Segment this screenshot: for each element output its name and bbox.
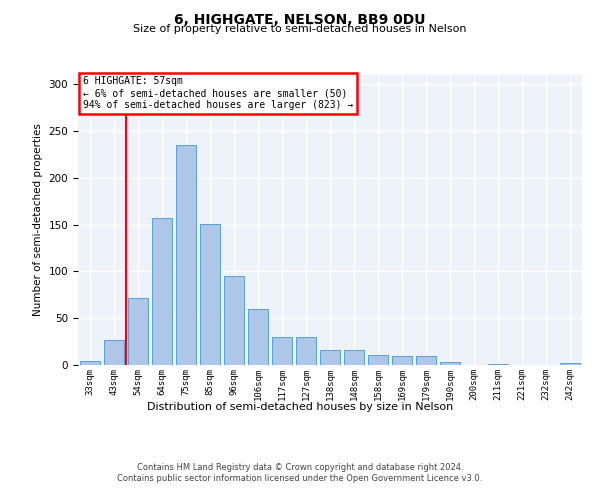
Bar [344, 350, 364, 365]
Bar [392, 356, 412, 365]
Bar [560, 363, 580, 365]
Y-axis label: Number of semi-detached properties: Number of semi-detached properties [33, 124, 43, 316]
Text: 6, HIGHGATE, NELSON, BB9 0DU: 6, HIGHGATE, NELSON, BB9 0DU [174, 12, 426, 26]
Bar [200, 224, 220, 365]
Text: Contains HM Land Registry data © Crown copyright and database right 2024.: Contains HM Land Registry data © Crown c… [137, 462, 463, 471]
Bar [80, 362, 100, 365]
Bar [488, 364, 508, 365]
Bar [104, 340, 124, 365]
Text: 6 HIGHGATE: 57sqm
← 6% of semi-detached houses are smaller (50)
94% of semi-deta: 6 HIGHGATE: 57sqm ← 6% of semi-detached … [83, 76, 353, 110]
Bar [128, 298, 148, 365]
Bar [152, 218, 172, 365]
Bar [248, 309, 268, 365]
Bar [272, 337, 292, 365]
Bar [320, 350, 340, 365]
Bar [416, 356, 436, 365]
Bar [296, 337, 316, 365]
Bar [176, 145, 196, 365]
Bar [440, 362, 460, 365]
Bar [224, 276, 244, 365]
Text: Distribution of semi-detached houses by size in Nelson: Distribution of semi-detached houses by … [147, 402, 453, 412]
Bar [368, 354, 388, 365]
Text: Contains public sector information licensed under the Open Government Licence v3: Contains public sector information licen… [118, 474, 482, 483]
Text: Size of property relative to semi-detached houses in Nelson: Size of property relative to semi-detach… [133, 24, 467, 34]
